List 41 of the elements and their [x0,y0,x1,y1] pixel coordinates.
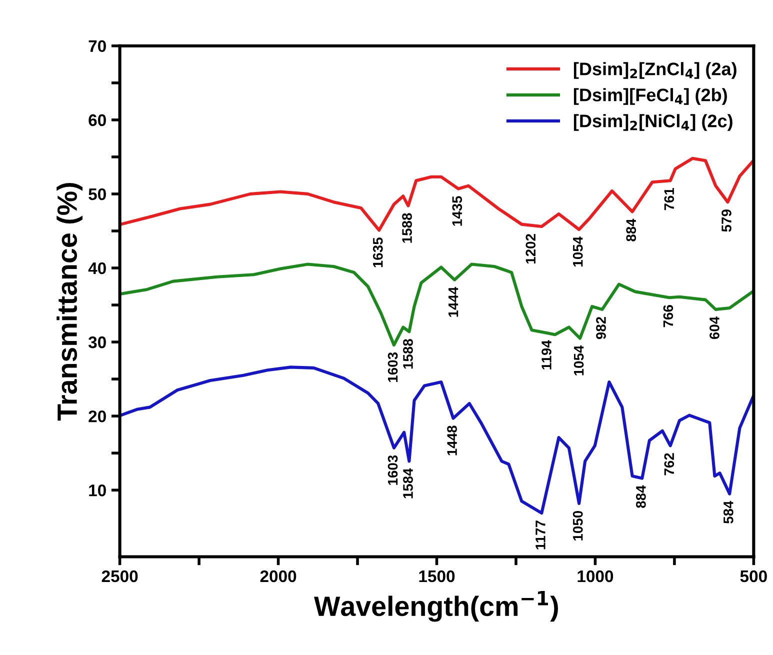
x-tick-label: 2000 [260,570,296,582]
y-axis-title: Transmittance (%) [56,183,83,421]
x-tick-label: 500 [740,570,767,582]
x-tick-label: 1500 [419,570,455,582]
annotation: 1435 [452,196,462,226]
annotation: 1444 [448,286,458,317]
annotation: 1588 [403,339,413,369]
annotation: 1448 [447,426,457,456]
annotation: 1202 [526,234,536,264]
annotation: 982 [596,316,606,340]
y-tick-label: 50 [88,188,106,200]
annotation: 766 [663,305,674,328]
annotation: 1584 [403,468,413,498]
annotation: 1603 [388,455,398,485]
annotation: 761 [664,188,674,210]
annotation: 884 [626,218,636,242]
annotation: 884 [636,485,646,508]
legend-label: [Dsim]$_{2}$[ZnCl$_{4}$] (2a) [574,62,736,79]
y-tick-label: 10 [89,484,106,496]
y-tick-label: 30 [88,336,106,348]
annotation: 1603 [388,352,398,382]
y-tick-label: 60 [88,114,106,126]
x-axis-title: Wavelength(cm$^{−1}$) [314,591,558,622]
annotation: 1054 [572,236,583,266]
annotation: 579 [722,210,732,232]
y-tick-label: 70 [88,40,106,52]
x-tick-label: 2500 [102,570,138,582]
annotation: 1588 [402,213,412,243]
annotation: 1050 [572,510,583,540]
annotation: 762 [664,453,674,476]
y-tick-label: 40 [88,262,106,274]
legend-label: [Dsim]$_{2}$[NiCl$_{4}$] (2c) [574,114,732,131]
annotation: 584 [723,500,734,524]
annotation: 1054 [574,345,584,376]
y-tick-label: 20 [88,410,106,422]
legend-label: [Dsim][FeCl$_{4}$] (2b) [574,88,727,105]
annotation: 1177 [536,520,546,550]
annotation: 1635 [372,238,383,268]
annotation: 1194 [542,340,552,370]
x-tick-label: 1000 [578,570,614,582]
annotation: 604 [710,316,720,340]
